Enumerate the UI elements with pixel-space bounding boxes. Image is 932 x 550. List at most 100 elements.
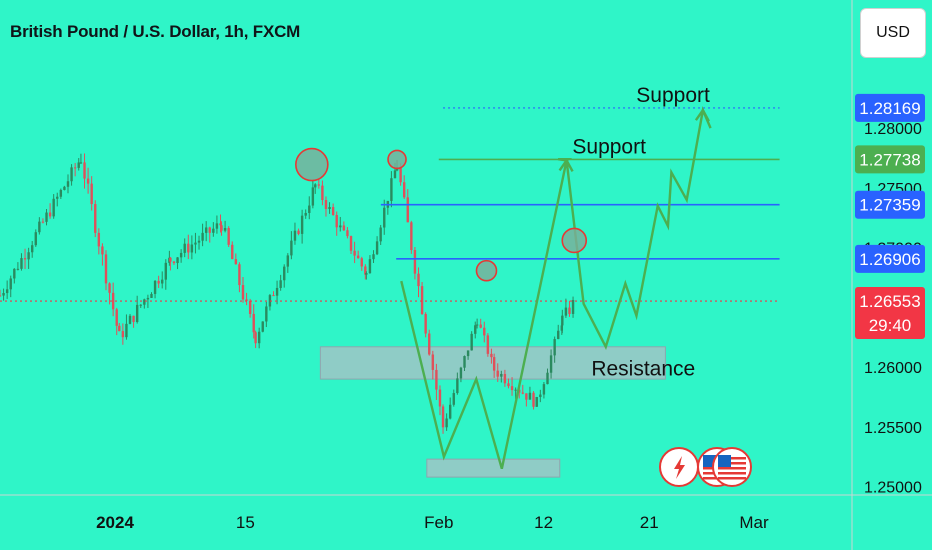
candle-body [431, 354, 435, 370]
candle-body [215, 223, 219, 229]
candle-body [360, 258, 363, 267]
candle-138 [475, 318, 479, 329]
candle-67 [231, 241, 234, 260]
candle-135 [466, 350, 470, 360]
candle-body [101, 246, 104, 255]
candle-122 [420, 281, 424, 315]
candle-141 [486, 333, 490, 357]
candle-61 [212, 222, 215, 237]
candle-body [219, 223, 222, 226]
candle-87 [300, 209, 304, 244]
candle-117 [402, 175, 406, 200]
x-tick-label: 15 [236, 513, 255, 532]
candle-46 [161, 271, 164, 289]
candle-72 [248, 298, 252, 318]
candle-166 [571, 296, 575, 318]
candle-6 [20, 253, 23, 271]
candle-body [70, 167, 73, 182]
candle-body [194, 242, 197, 245]
swing-marker-0 [295, 147, 329, 182]
chart-title: British Pound / U.S. Dollar, 1h, FXCM [10, 22, 301, 41]
candle-29 [101, 243, 104, 266]
candle-120 [413, 247, 417, 280]
candle-body [20, 258, 23, 269]
candle-body [413, 250, 417, 274]
candle-124 [428, 329, 431, 356]
candle-body [231, 244, 234, 260]
candles-group [0, 153, 575, 434]
candle-body [463, 356, 466, 368]
candle-body [314, 184, 317, 188]
candle-15 [52, 194, 55, 219]
lightning-icon[interactable] [659, 447, 699, 487]
price-tag-1.28169[interactable]: 1.28169 [855, 93, 925, 122]
candle-39 [135, 295, 139, 324]
candle-body [227, 228, 230, 245]
candle-43 [150, 292, 153, 298]
price-tag-1.27738[interactable]: 1.27738 [855, 145, 925, 174]
candle-body [279, 280, 282, 288]
candle-128 [441, 404, 445, 434]
candle-body [308, 205, 311, 213]
candle-137 [474, 321, 477, 339]
y-tick-label: 1.28000 [864, 121, 922, 138]
candle-71 [245, 292, 248, 306]
candle-31 [108, 282, 111, 305]
candle-body [104, 254, 108, 284]
candle-body [356, 255, 360, 259]
candle-body [328, 207, 331, 209]
candle-16 [56, 192, 59, 207]
candle-body [111, 292, 115, 310]
candle-body [525, 393, 528, 400]
candle-body [300, 215, 304, 234]
projection-path [400, 106, 712, 470]
candle-27 [94, 200, 97, 238]
candle-body [135, 304, 139, 322]
candle-126 [435, 363, 438, 401]
price-tag-1.26906[interactable]: 1.26906 [855, 244, 925, 273]
candle-body [128, 315, 132, 324]
candle-body [261, 321, 264, 332]
candle-body [115, 309, 118, 326]
annotation-support: Support [572, 135, 646, 158]
currency-button[interactable]: USD [860, 8, 926, 58]
candle-35 [121, 323, 125, 345]
candle-body [311, 187, 315, 206]
candle-65 [223, 220, 227, 233]
candle-body [353, 250, 356, 256]
candle-body [121, 331, 125, 338]
candle-60 [208, 226, 211, 243]
arrowhead-icon [694, 107, 710, 122]
candle-89 [308, 196, 311, 220]
candle-9 [31, 240, 34, 258]
candle-body [146, 297, 150, 300]
us-flag-icon[interactable] [712, 447, 752, 487]
candle-21 [73, 162, 77, 177]
candle-12 [41, 218, 45, 224]
candle-144 [496, 363, 499, 382]
candle-body [490, 353, 493, 358]
candle-113 [390, 171, 393, 208]
candle-38 [132, 315, 135, 328]
candle-body [542, 384, 546, 395]
candle-body [339, 225, 342, 228]
candle-118 [406, 189, 409, 223]
candle-165 [568, 300, 571, 317]
y-tick-label: 1.26000 [864, 360, 922, 377]
candle-body [410, 222, 413, 251]
candle-5 [16, 262, 20, 271]
price-tag-label: 1.26906 [859, 250, 920, 269]
candle-body [34, 232, 37, 246]
candle-147 [507, 378, 510, 389]
candle-body [390, 178, 393, 201]
candle-body [143, 299, 146, 305]
price-tag-1.26553[interactable]: 1.26553 29:40 [855, 287, 925, 340]
candle-body [438, 389, 442, 407]
candle-body [393, 170, 397, 179]
candle-body [0, 295, 2, 297]
candle-body [220, 225, 223, 231]
candle-131 [452, 389, 455, 407]
candle-51 [176, 257, 179, 270]
price-tag-1.27359[interactable]: 1.27359 [855, 190, 925, 219]
